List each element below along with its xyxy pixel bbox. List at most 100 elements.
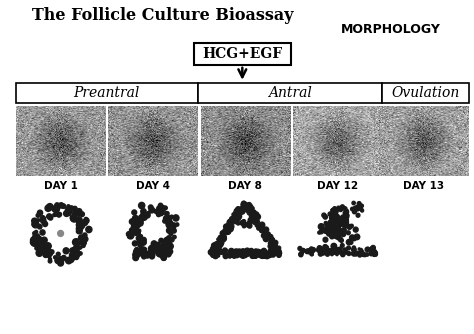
Circle shape (241, 249, 246, 255)
Circle shape (328, 224, 333, 228)
Circle shape (245, 252, 248, 255)
Circle shape (255, 212, 259, 216)
Circle shape (321, 253, 323, 255)
Circle shape (338, 237, 343, 241)
Circle shape (65, 209, 70, 214)
Circle shape (215, 242, 219, 246)
Circle shape (236, 212, 239, 215)
Circle shape (353, 227, 358, 232)
Circle shape (339, 238, 343, 242)
Circle shape (133, 217, 139, 223)
Circle shape (215, 252, 217, 254)
Circle shape (132, 210, 137, 215)
Circle shape (226, 224, 229, 228)
Circle shape (356, 251, 360, 256)
Circle shape (67, 211, 71, 215)
Circle shape (236, 208, 240, 213)
Circle shape (260, 226, 264, 229)
Circle shape (249, 209, 252, 212)
Circle shape (340, 219, 346, 224)
Circle shape (160, 205, 166, 211)
Circle shape (240, 207, 243, 210)
Circle shape (323, 215, 328, 219)
Circle shape (307, 249, 310, 253)
Circle shape (331, 212, 335, 216)
Circle shape (173, 235, 176, 239)
Circle shape (150, 251, 155, 257)
Circle shape (228, 224, 231, 227)
Circle shape (211, 243, 217, 248)
Circle shape (134, 219, 138, 223)
Circle shape (346, 218, 348, 221)
Circle shape (165, 216, 171, 222)
Circle shape (236, 253, 240, 257)
Circle shape (253, 251, 257, 255)
Circle shape (356, 207, 360, 211)
Circle shape (275, 250, 279, 254)
Circle shape (237, 216, 240, 219)
Circle shape (57, 213, 61, 217)
Circle shape (164, 253, 167, 257)
Circle shape (73, 206, 77, 211)
Circle shape (252, 251, 258, 257)
Circle shape (228, 248, 234, 254)
Circle shape (223, 229, 227, 233)
Circle shape (260, 229, 263, 232)
Circle shape (135, 250, 138, 253)
Circle shape (337, 233, 341, 237)
Circle shape (225, 228, 230, 233)
Circle shape (329, 215, 334, 220)
Circle shape (247, 205, 251, 210)
Circle shape (220, 250, 223, 254)
Circle shape (326, 252, 329, 256)
Circle shape (355, 207, 359, 210)
Circle shape (142, 241, 146, 245)
Circle shape (331, 208, 335, 213)
Circle shape (345, 209, 348, 212)
Circle shape (343, 211, 347, 215)
Circle shape (43, 252, 48, 258)
Circle shape (160, 253, 164, 256)
Circle shape (246, 223, 251, 227)
Circle shape (240, 208, 245, 213)
Circle shape (229, 250, 232, 253)
Circle shape (148, 246, 154, 251)
Circle shape (327, 229, 331, 234)
Circle shape (67, 205, 70, 208)
Circle shape (41, 237, 47, 243)
Circle shape (255, 252, 258, 255)
Circle shape (241, 255, 244, 257)
Circle shape (355, 253, 358, 256)
Circle shape (82, 220, 88, 225)
Circle shape (360, 248, 363, 251)
Circle shape (309, 250, 311, 253)
Circle shape (36, 219, 40, 222)
Circle shape (302, 248, 304, 251)
Circle shape (133, 255, 138, 261)
Circle shape (237, 216, 240, 220)
Circle shape (333, 251, 337, 254)
Circle shape (335, 229, 340, 234)
Text: DAY 1: DAY 1 (44, 181, 78, 191)
Circle shape (131, 219, 134, 222)
Circle shape (164, 248, 169, 254)
Circle shape (239, 252, 244, 257)
Circle shape (40, 246, 44, 251)
Circle shape (255, 223, 259, 227)
Circle shape (356, 205, 358, 209)
Circle shape (217, 252, 219, 255)
Circle shape (163, 219, 167, 223)
Circle shape (136, 250, 141, 256)
Circle shape (346, 231, 350, 235)
Circle shape (254, 249, 258, 253)
Circle shape (213, 253, 218, 259)
Circle shape (138, 202, 145, 209)
Text: DAY 13: DAY 13 (403, 181, 445, 191)
Circle shape (271, 243, 276, 248)
Circle shape (352, 246, 356, 249)
Circle shape (75, 217, 82, 223)
Circle shape (234, 217, 239, 222)
Circle shape (135, 247, 138, 252)
Circle shape (233, 250, 237, 255)
Circle shape (277, 253, 281, 258)
